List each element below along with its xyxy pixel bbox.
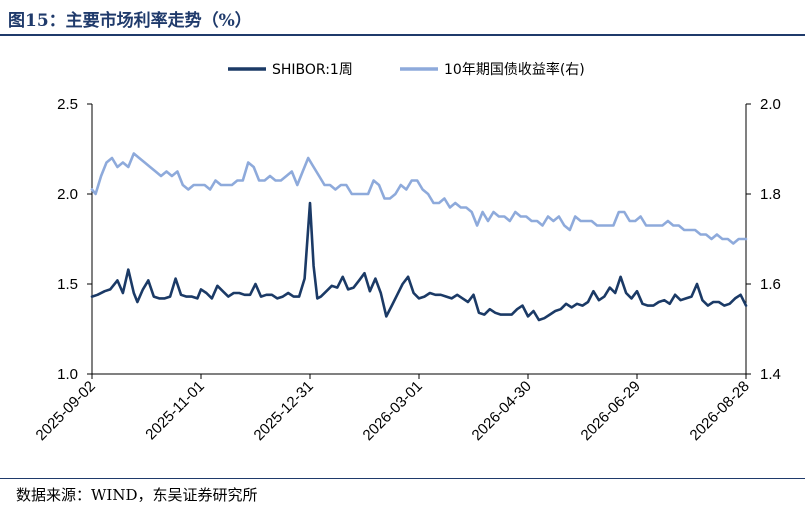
y-right-tick-label: 2.0 bbox=[760, 96, 781, 113]
y-left-tick-label: 2.0 bbox=[57, 186, 78, 203]
x-tick-label: 2025-09-02 bbox=[33, 378, 99, 444]
x-tick-label: 2026-04-30 bbox=[469, 378, 535, 444]
y-right-tick-label: 1.4 bbox=[760, 366, 781, 383]
title-rule bbox=[0, 34, 805, 36]
legend-label-bond-yield: 10年期国债收益率(右) bbox=[444, 61, 585, 78]
source-note: 数据来源：WIND，东吴证券研究所 bbox=[16, 486, 258, 504]
y-left-tick-label: 1.0 bbox=[57, 366, 78, 383]
x-tick-label: 2026-03-01 bbox=[360, 378, 426, 444]
chart-legend: SHIBOR:1周 10年期国债收益率(右) bbox=[228, 61, 585, 78]
legend-label-shibor: SHIBOR:1周 bbox=[272, 62, 353, 78]
y-right-tick-label: 1.6 bbox=[760, 276, 781, 293]
y-left-tick-label: 2.5 bbox=[57, 96, 78, 113]
series-line-shibor bbox=[90, 201, 748, 322]
rate-line-chart: SHIBOR:1周 10年期国债收益率(右) 1.01.52.02.51.41.… bbox=[33, 61, 781, 444]
y-left-tick-label: 1.5 bbox=[57, 276, 78, 293]
x-tick-label: 2026-06-29 bbox=[578, 378, 644, 444]
x-tick-label: 2026-08-28 bbox=[687, 378, 753, 444]
chart-series bbox=[90, 152, 748, 322]
x-tick-label: 2025-11-01 bbox=[142, 378, 207, 443]
source-rule bbox=[0, 478, 805, 479]
chart-axes: 1.0 1.5 2.0 2.5 1.4 1.6 1.8 2.0 2025-09-02 2025-1… bbox=[33, 96, 781, 444]
figure-title: 图15：主要市场利率走势（%） bbox=[8, 11, 252, 31]
x-tick-label: 2025-12-31 bbox=[251, 378, 317, 444]
y-right-tick-label: 1.8 bbox=[760, 186, 781, 203]
series-line-bond-yield bbox=[90, 152, 748, 245]
